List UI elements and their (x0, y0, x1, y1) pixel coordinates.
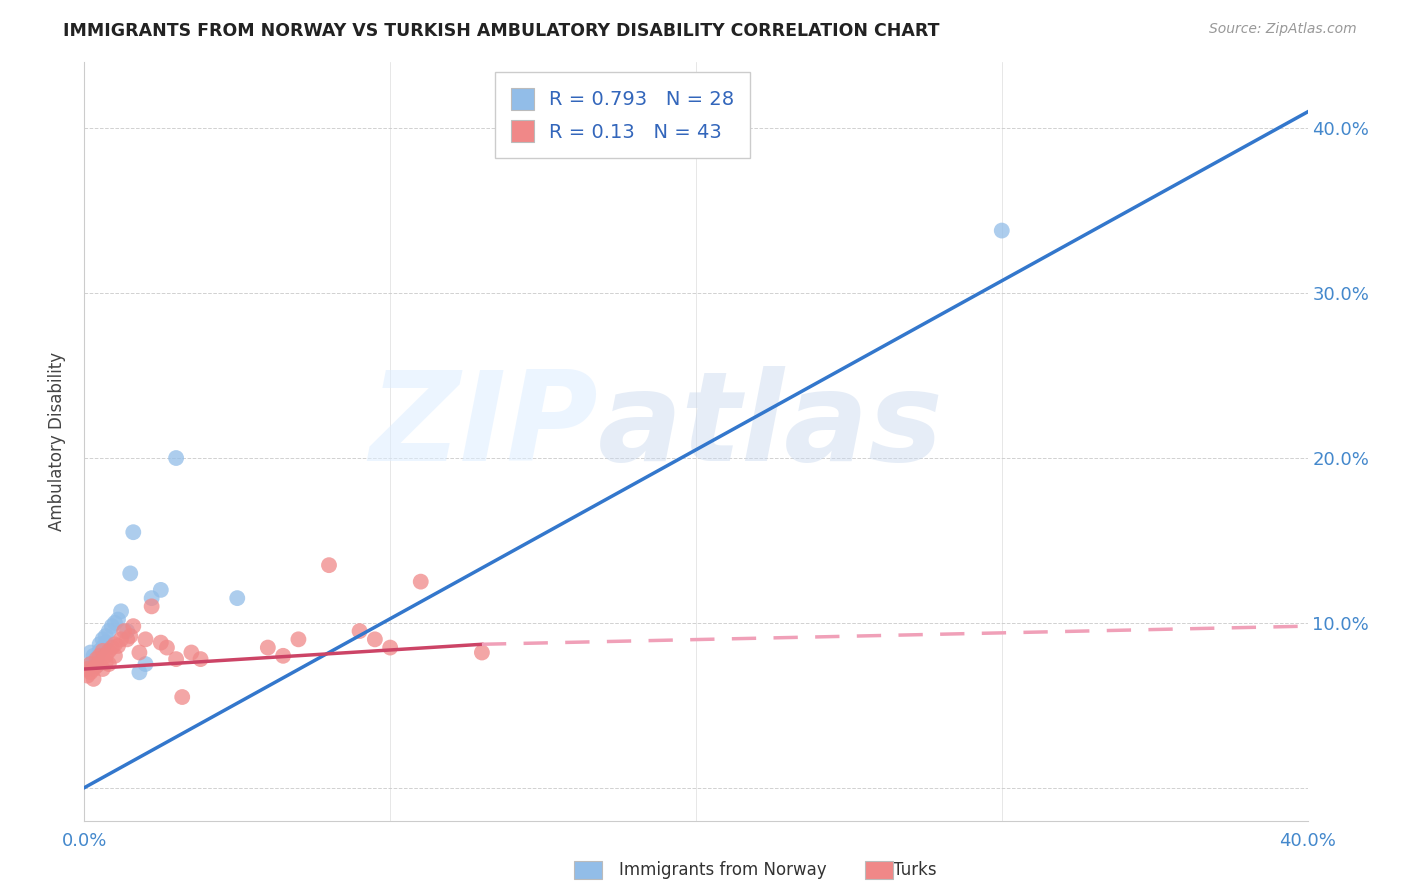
Point (287, 632, 309, 647)
Point (86, 658, 108, 673)
Point (86, 652, 108, 666)
Point (91, 640, 114, 655)
Point (120, 629, 142, 643)
Point (991, 223, 1014, 237)
Point (107, 639, 129, 653)
Point (180, 646, 202, 660)
Point (104, 615, 127, 630)
Point (120, 566, 142, 581)
Point (79, 665, 101, 680)
Point (86, 652, 108, 666)
Point (94, 648, 117, 663)
Point (110, 632, 132, 647)
Point (135, 632, 157, 647)
Point (79, 646, 101, 660)
Point (141, 599, 163, 614)
Point (141, 591, 163, 606)
Point (257, 640, 280, 655)
Point (104, 637, 127, 651)
Point (149, 635, 172, 649)
Text: atlas: atlas (598, 366, 943, 487)
Point (122, 525, 145, 540)
Point (89, 644, 111, 658)
Point (89, 648, 111, 663)
Point (91, 662, 114, 676)
Point (110, 604, 132, 618)
Point (112, 624, 135, 639)
Point (89, 637, 111, 651)
Point (409, 574, 432, 589)
Point (318, 558, 340, 573)
Point (128, 646, 150, 660)
Point (122, 619, 145, 633)
Point (94, 629, 117, 643)
Point (91, 632, 114, 647)
Point (149, 582, 172, 597)
Point (165, 450, 187, 465)
Point (165, 652, 187, 666)
Text: Immigrants from Norway: Immigrants from Norway (619, 861, 827, 879)
Point (91, 644, 114, 658)
Point (97, 644, 120, 658)
Point (172, 690, 194, 704)
Point (115, 624, 138, 639)
Point (79, 657, 101, 671)
Point (83, 656, 105, 670)
Point (97, 624, 120, 639)
Point (83, 662, 105, 676)
Point (101, 619, 124, 633)
Point (471, 646, 494, 660)
Point (364, 632, 387, 647)
Point (135, 657, 157, 671)
Point (83, 672, 105, 686)
Text: IMMIGRANTS FROM NORWAY VS TURKISH AMBULATORY DISABILITY CORRELATION CHART: IMMIGRANTS FROM NORWAY VS TURKISH AMBULA… (63, 22, 939, 40)
Point (128, 665, 150, 680)
Point (94, 656, 117, 670)
Point (89, 656, 111, 670)
Point (104, 648, 127, 663)
Point (76, 668, 98, 682)
Point (115, 632, 138, 647)
Point (107, 613, 129, 627)
Text: Turks: Turks (893, 861, 936, 879)
Point (97, 657, 120, 671)
Point (101, 640, 124, 655)
Point (190, 652, 212, 666)
Point (79, 657, 101, 671)
Point (83, 648, 105, 663)
Point (156, 640, 179, 655)
Y-axis label: Ambulatory Disability: Ambulatory Disability (48, 352, 66, 531)
Text: Source: ZipAtlas.com: Source: ZipAtlas.com (1209, 22, 1357, 37)
Point (86, 658, 108, 673)
Point (76, 662, 98, 676)
Point (226, 591, 249, 606)
Text: ZIP: ZIP (370, 366, 598, 487)
Point (349, 624, 371, 639)
Point (271, 648, 294, 663)
Point (380, 640, 402, 655)
Point (76, 662, 98, 676)
Legend: R = 0.793   N = 28, R = 0.13   N = 43: R = 0.793 N = 28, R = 0.13 N = 43 (495, 72, 751, 158)
Point (94, 635, 117, 649)
